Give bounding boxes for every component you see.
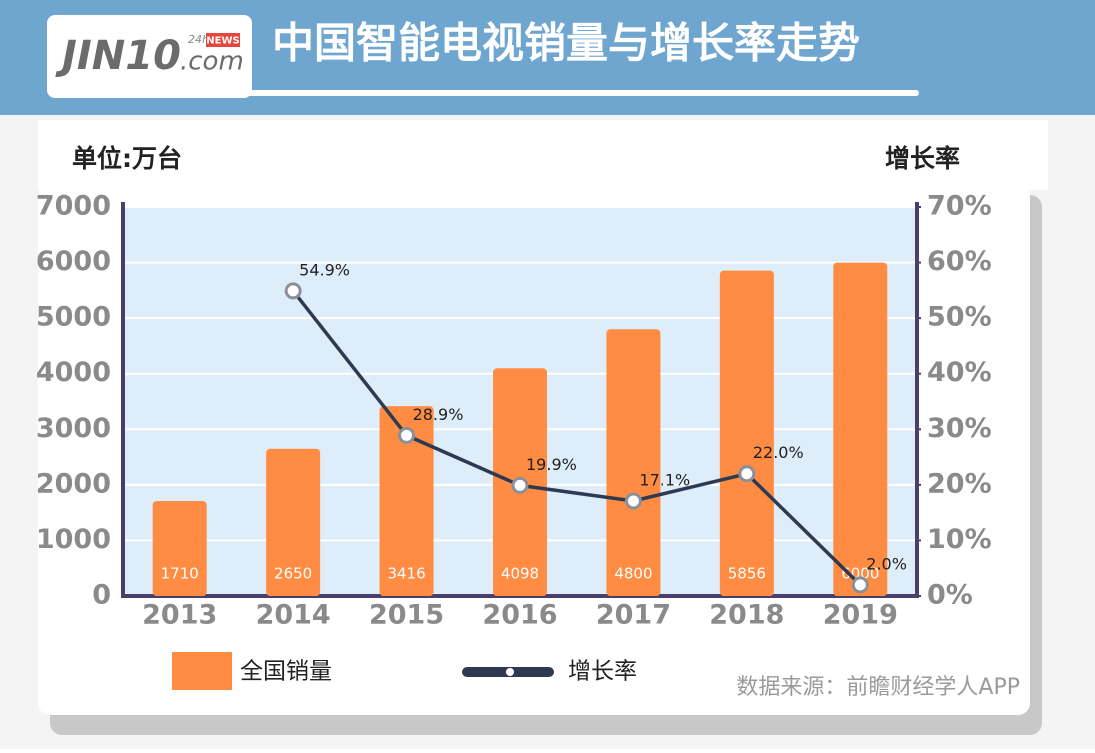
y-axis-label: 单位:万台 — [72, 144, 182, 173]
bar — [379, 406, 434, 596]
line-value-label: 17.1% — [639, 470, 690, 489]
y-tick-label: 6000 — [36, 246, 111, 277]
bar-value-label: 3416 — [387, 565, 425, 583]
bar-value-label: 2650 — [274, 565, 312, 583]
line-marker — [284, 282, 302, 300]
x-tick-label: 2016 — [482, 600, 557, 631]
y-tick-label: 0 — [92, 580, 111, 611]
bar-value-label: 6000 — [841, 565, 879, 583]
y2-tick-label: 60% — [927, 246, 992, 277]
line-value-label: 22.0% — [753, 443, 804, 462]
line-value-label: 54.9% — [299, 260, 350, 279]
bar — [606, 329, 661, 596]
y-tick-label: 3000 — [36, 413, 111, 444]
line-marker — [398, 426, 416, 444]
line-value-label: 19.9% — [526, 455, 577, 474]
legend-swatch — [172, 652, 232, 690]
x-tick-label: 2018 — [709, 600, 784, 631]
label-strip — [38, 120, 1048, 190]
x-tick-label: 2013 — [142, 600, 217, 631]
y-tick-label: 5000 — [36, 302, 111, 333]
logo-badge-box — [206, 33, 240, 47]
legend-marker — [506, 668, 514, 676]
line-value-label: 2.0% — [866, 554, 907, 573]
line-marker — [511, 476, 529, 494]
bar — [152, 500, 207, 596]
line-value-label: 28.9% — [413, 405, 464, 424]
y2-tick-label: 10% — [927, 524, 992, 555]
logo-badge: NEWS — [206, 36, 239, 47]
legend-label: 全国销量 — [240, 659, 332, 685]
x-tick-label: 2019 — [823, 600, 898, 631]
y-tick-label: 1000 — [36, 524, 111, 555]
legend-label: 增长率 — [568, 659, 637, 685]
bar-value-label: 1710 — [161, 565, 199, 583]
bar — [833, 262, 888, 596]
bar-value-label: 4098 — [501, 565, 539, 583]
y2-axis-label: 增长率 — [885, 144, 960, 173]
chart-title: 中国智能电视销量与增长率走势 — [272, 19, 860, 68]
x-tick-label: 2017 — [596, 600, 671, 631]
line-marker — [738, 465, 756, 483]
source-note: 数据来源：前瞻财经学人APP — [736, 675, 1020, 700]
logo-suffix: .com — [180, 47, 244, 77]
y-tick-label: 2000 — [36, 468, 111, 499]
y2-tick-label: 40% — [927, 357, 992, 388]
bar-value-label: 5856 — [728, 565, 766, 583]
line-marker — [624, 492, 642, 510]
bar — [719, 270, 774, 596]
bar — [266, 448, 321, 596]
line — [291, 289, 862, 587]
y-tick-label: 7000 — [36, 191, 111, 222]
y-tick-label: 4000 — [36, 357, 111, 388]
x-tick-label: 2015 — [369, 600, 444, 631]
y2-tick-label: 0% — [927, 580, 973, 611]
logo-tag: 24h — [188, 33, 209, 46]
y2-tick-label: 30% — [927, 413, 992, 444]
bar-value-label: 4800 — [614, 565, 652, 583]
logo-box — [47, 15, 252, 98]
y2-tick-label: 20% — [927, 468, 992, 499]
x-tick-label: 2014 — [256, 600, 331, 631]
y2-tick-label: 70% — [927, 191, 992, 222]
line-marker — [851, 576, 869, 594]
y2-tick-label: 50% — [927, 302, 992, 333]
logo-brand: JIN10 — [55, 33, 181, 79]
